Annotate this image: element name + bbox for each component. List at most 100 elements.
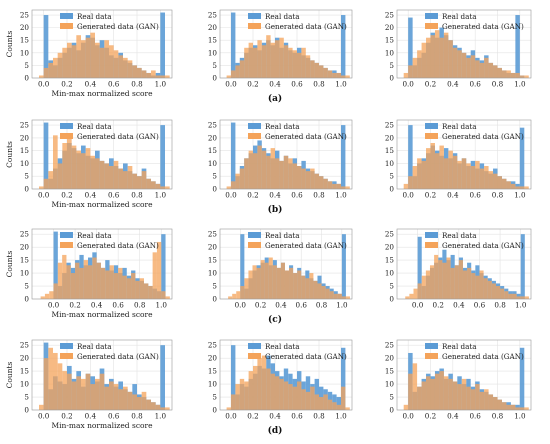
bar-gan: [434, 153, 440, 189]
y-tick-label: 20: [208, 243, 218, 252]
y-tick-label: 25: [385, 341, 395, 350]
bar-gan: [261, 355, 267, 410]
bar-gan: [141, 391, 147, 410]
x-tick-label: 0.8: [316, 301, 328, 310]
x-tick-label: 0.6: [112, 301, 124, 310]
y-axis-label: Counts: [5, 141, 14, 168]
bar-gan: [165, 186, 170, 189]
bar-gan: [314, 62, 319, 78]
bar-gan: [146, 178, 151, 189]
x-tick-label: 0.0: [412, 301, 424, 310]
bar-gan: [403, 72, 409, 78]
x-tick-label: 1.0: [514, 80, 526, 89]
y-tick-label: 25: [208, 341, 218, 350]
legend-label-real: Real data: [442, 122, 477, 131]
bar-gan: [283, 155, 289, 189]
bar-gan: [280, 262, 285, 299]
bar-gan: [426, 148, 431, 189]
bar-gan: [510, 404, 516, 410]
legend-label-real: Real data: [442, 231, 477, 240]
bar-gan: [85, 37, 91, 78]
y-tick-label: 5: [212, 61, 217, 70]
bar-gan: [417, 283, 422, 299]
y-tick-label: 0: [212, 185, 217, 194]
bar-gan: [470, 389, 476, 410]
x-tick-label: 0.0: [225, 412, 237, 421]
bar-gan: [76, 35, 81, 78]
x-tick-label: 0.6: [474, 301, 486, 310]
y-tick-label: 10: [20, 380, 30, 389]
bar-gan: [438, 260, 443, 299]
bar-gan: [99, 47, 105, 78]
bar-gan: [135, 280, 140, 299]
plot-frame: [219, 228, 353, 300]
bar-gan: [127, 166, 133, 189]
y-tick-label: 20: [20, 354, 30, 363]
bar-gan: [226, 407, 231, 410]
bar-gan: [466, 386, 471, 410]
bar-real: [160, 125, 165, 189]
bar-gan: [341, 386, 346, 410]
x-tick-label: 1.0: [156, 301, 168, 310]
bar-gan: [90, 155, 95, 189]
bar-gan: [484, 389, 489, 410]
bar-gan: [426, 376, 431, 410]
x-tick-label: 0.4: [447, 412, 459, 421]
legend-label-gan: Generated data (GAN): [77, 241, 159, 250]
bar-gan: [467, 267, 472, 299]
x-tick-label: 0.6: [108, 412, 120, 421]
bar-gan: [62, 47, 67, 78]
bar-gan: [310, 386, 315, 410]
bar-gan: [127, 60, 133, 78]
bar-gan: [305, 278, 310, 299]
bar-real: [341, 15, 346, 78]
bar-gan: [457, 50, 462, 78]
bar-gan: [439, 145, 444, 189]
bar-gan: [421, 42, 427, 78]
y-tick-label: 15: [208, 146, 218, 155]
bar-gan: [446, 257, 451, 299]
bar-gan: [466, 163, 471, 189]
x-tick-label: 0.8: [492, 412, 504, 421]
legend-swatch-real: [248, 123, 261, 129]
x-tick-label: 1.0: [335, 191, 347, 200]
bar-real: [231, 122, 236, 189]
legend-label-gan: Generated data (GAN): [265, 132, 347, 141]
bar-gan: [276, 267, 281, 299]
x-tick-label: 1.0: [155, 191, 167, 200]
plot-frame: [396, 339, 532, 411]
legend-swatch-gan: [248, 353, 261, 359]
bar-gan: [341, 75, 346, 78]
bar-gan: [152, 252, 157, 299]
bar-gan: [160, 407, 165, 410]
bar-gan: [239, 168, 245, 189]
bar-real: [519, 347, 525, 410]
bar-gan: [495, 286, 501, 299]
x-tick-label: 0.4: [275, 301, 287, 310]
y-tick-label: 10: [208, 48, 218, 57]
bar-gan: [341, 296, 346, 299]
x-tick-label: 0.4: [269, 191, 281, 200]
bar-gan: [323, 67, 328, 78]
x-tick-label: 0.0: [235, 301, 247, 310]
bar-gan: [146, 72, 151, 78]
x-axis-label: Min-max normalized score: [51, 421, 153, 430]
bar-gan: [109, 381, 114, 410]
x-tick-label: 0.4: [453, 301, 465, 310]
x-tick-label: 0.8: [131, 412, 143, 421]
bar-gan: [403, 404, 409, 410]
x-tick-label: 0.4: [447, 80, 459, 89]
bar-gan: [127, 391, 133, 410]
bar-gan: [506, 404, 511, 410]
x-tick-label: 0.0: [38, 80, 50, 89]
bar-gan: [515, 186, 520, 189]
histogram-panel: 0 5 10 15 20 25 0.0 0.2 0.4 0.6 0.8 1.0 Real dataGen…: [208, 9, 353, 89]
bar-gan: [332, 183, 337, 189]
y-tick-label: 20: [208, 133, 218, 142]
y-tick-label: 5: [389, 393, 394, 402]
bar-gan: [252, 265, 257, 299]
bar-gan: [297, 381, 302, 410]
bar-gan: [39, 75, 44, 78]
legend-label-real: Real data: [265, 12, 300, 21]
bar-gan: [319, 397, 324, 410]
